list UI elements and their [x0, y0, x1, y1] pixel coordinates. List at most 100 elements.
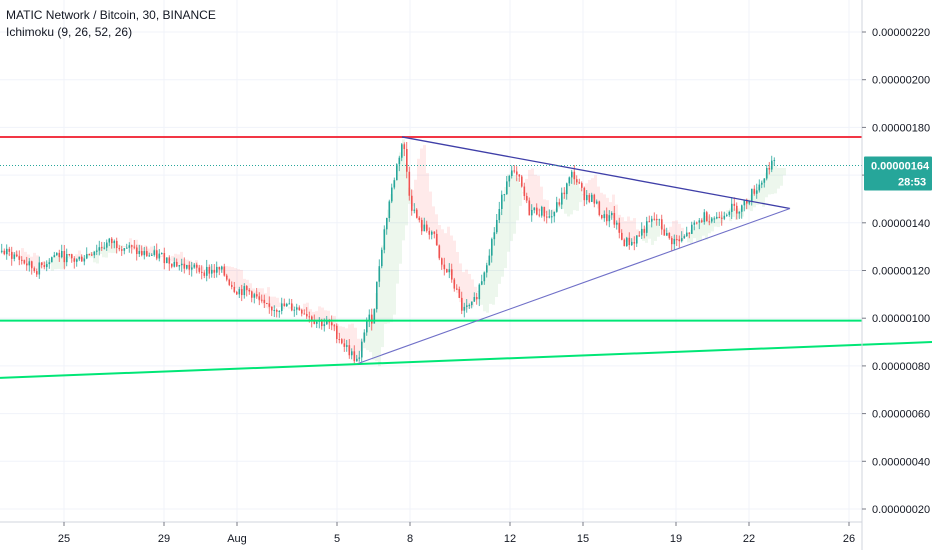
- cloud-segment: [717, 217, 720, 228]
- candle-body: [173, 261, 176, 267]
- candle-body: [133, 246, 136, 248]
- time-tick-label: 26: [843, 533, 855, 545]
- cloud-segment: [237, 269, 240, 290]
- cloud-segment: [549, 210, 552, 218]
- candle-body: [718, 216, 721, 218]
- cloud-segment: [204, 268, 207, 271]
- candle-body: [381, 249, 383, 267]
- candle-body: [373, 309, 376, 324]
- candle-body: [483, 272, 486, 282]
- candle-body: [558, 202, 561, 205]
- cloud-segment: [186, 259, 189, 268]
- cloud-segment: [21, 248, 24, 261]
- cloud-segment: [696, 223, 699, 242]
- candle-body: [383, 229, 386, 250]
- candle-body: [103, 247, 106, 249]
- cloud-segment: [6, 253, 9, 256]
- cloud-segment: [540, 186, 543, 211]
- cloud-segment: [420, 148, 423, 228]
- candle-body: [341, 339, 343, 344]
- cloud-segment: [333, 315, 336, 330]
- price-tick-label: 0.00000120: [872, 266, 930, 278]
- cloud-segment: [270, 296, 273, 309]
- candle-body: [571, 171, 573, 178]
- cloud-segment: [60, 255, 63, 270]
- candle-body: [316, 321, 318, 324]
- time-tick-label: 12: [504, 533, 516, 545]
- cloud-segment: [111, 242, 114, 254]
- ascending-trendline: [0, 341, 932, 379]
- candle-body: [278, 310, 281, 312]
- candle-body: [676, 238, 678, 240]
- cloud-segment: [438, 225, 441, 258]
- candle-body: [333, 325, 336, 327]
- candle-body: [113, 240, 116, 244]
- cloud-segment: [351, 323, 354, 355]
- cloud-segment: [534, 174, 537, 211]
- cloud-segment: [762, 179, 765, 207]
- candle-body: [221, 266, 223, 270]
- candle-body: [163, 253, 166, 264]
- candle-body: [498, 208, 501, 221]
- cloud-segment: [726, 210, 729, 213]
- candle-body: [363, 332, 366, 342]
- cloud-segment: [669, 226, 672, 240]
- candle-body: [768, 168, 771, 170]
- candle-body: [553, 211, 556, 217]
- candle-body: [593, 194, 596, 204]
- candle-body: [351, 351, 353, 356]
- cloud-segment: [516, 177, 519, 221]
- time-tick-label: Aug: [227, 533, 247, 545]
- candle-body: [631, 241, 633, 246]
- candle-body: [356, 358, 358, 362]
- candle-body: [328, 320, 331, 323]
- candle-body: [263, 299, 266, 303]
- cloud-segment: [606, 197, 609, 219]
- cloud-segment: [633, 218, 636, 241]
- cloud-segment: [228, 266, 231, 281]
- chart-legend: MATIC Network / Bitcoin, 30, BINANCE Ich…: [6, 7, 216, 41]
- candle-body: [538, 214, 541, 216]
- candle-body: [166, 257, 168, 264]
- candle-body: [308, 316, 311, 318]
- time-tick-label: 15: [577, 533, 589, 545]
- candle-body: [473, 297, 476, 302]
- cloud-segment: [657, 221, 660, 237]
- symbol-title[interactable]: MATIC Network / Bitcoin, 30, BINANCE: [6, 8, 216, 22]
- indicator-label[interactable]: Ichimoku (9, 26, 52, 26): [6, 25, 133, 39]
- price-axis[interactable]: 0.000002200.000002000.000001800.00000160…: [862, 27, 930, 516]
- cloud-segment: [99, 247, 102, 254]
- candle-body: [511, 170, 513, 177]
- drawing-tools: [0, 135, 932, 379]
- candle-body: [688, 232, 691, 234]
- candle-body: [128, 245, 131, 248]
- cloud-segment: [75, 254, 78, 261]
- cloud-segment: [642, 229, 645, 241]
- candle-body: [716, 216, 718, 219]
- candle-body: [208, 266, 211, 274]
- cloud-segment: [276, 297, 279, 308]
- price-tick-label: 0.00000220: [872, 27, 930, 39]
- cloud-segment: [537, 175, 540, 211]
- cloud-segment: [402, 139, 405, 241]
- candle-body: [503, 194, 506, 196]
- candle-body: [273, 310, 276, 312]
- cloud-segment: [474, 286, 477, 301]
- cloud-segment: [651, 221, 654, 245]
- candle-body: [686, 232, 688, 237]
- time-axis[interactable]: 25 29 Aug 5 8 12 15 19 22 26: [58, 522, 855, 545]
- cloud-segment: [279, 302, 282, 307]
- candle-body: [178, 265, 181, 267]
- cloud-segment: [648, 224, 651, 239]
- candle-body: [53, 255, 56, 258]
- candle-body: [496, 220, 498, 233]
- candle-body: [481, 281, 483, 285]
- candle-body: [673, 238, 676, 245]
- cloud-segment: [126, 247, 129, 249]
- cloud-segment: [471, 279, 474, 307]
- cloud-segment: [510, 172, 513, 242]
- candle-body: [418, 217, 421, 220]
- candle-body: [471, 301, 473, 306]
- candle-body: [86, 254, 88, 259]
